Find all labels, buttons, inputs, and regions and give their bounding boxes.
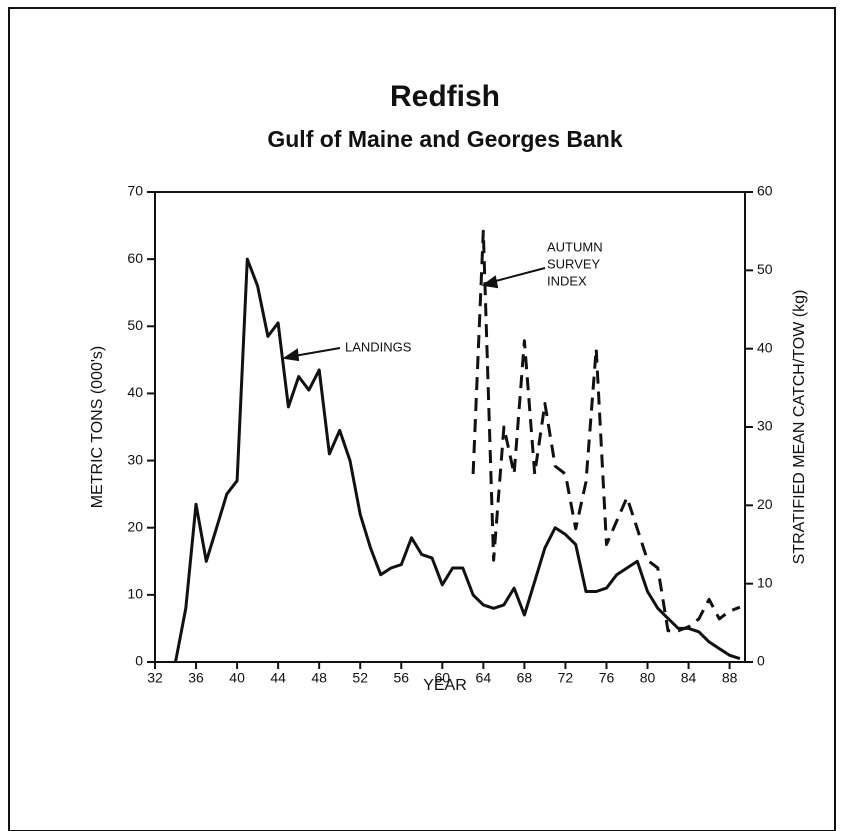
x-tick-label: 52 xyxy=(352,670,368,686)
x-tick-label: 84 xyxy=(681,670,697,686)
y-tick-label: 60 xyxy=(127,250,143,266)
y2-tick-label: 50 xyxy=(757,261,773,277)
x-tick-label: 40 xyxy=(229,670,245,686)
y2-tick-label: 40 xyxy=(757,339,773,355)
y2-tick-label: 20 xyxy=(757,496,773,512)
plot-frame xyxy=(154,191,746,663)
x-tick-label: 48 xyxy=(311,670,327,686)
x-tick-label: 64 xyxy=(476,670,492,686)
y2-tick-label: 30 xyxy=(757,418,773,434)
series-line xyxy=(174,257,741,663)
chart-subtitle: Gulf of Maine and Georges Bank xyxy=(267,126,622,152)
y2-tick-label: 60 xyxy=(757,183,773,199)
chart-title: Redfish xyxy=(390,80,500,113)
x-tick-label: 76 xyxy=(599,670,615,686)
series-line xyxy=(471,229,741,633)
arrow-line xyxy=(491,267,546,283)
y-tick-label: 50 xyxy=(127,317,143,333)
x-tick-label: 56 xyxy=(393,670,409,686)
y2-tick-label: 0 xyxy=(757,653,765,669)
y-tick-label: 40 xyxy=(127,384,143,400)
y-tick-label: 10 xyxy=(127,586,143,602)
annotation: LANDINGS xyxy=(345,339,412,354)
arrow-head xyxy=(481,275,499,289)
annotation: INDEX xyxy=(547,273,587,288)
x-tick-label: 68 xyxy=(517,670,533,686)
x-tick-label: 36 xyxy=(188,670,204,686)
x-axis-label: YEAR xyxy=(423,677,467,694)
x-tick-label: 80 xyxy=(640,670,656,686)
annotation-arrows xyxy=(282,267,546,362)
x-tick-label: 88 xyxy=(722,670,738,686)
y-tick-label: 20 xyxy=(127,518,143,534)
arrow-line xyxy=(293,347,341,357)
y2-tick-label: 10 xyxy=(757,574,773,590)
annotation: AUTUMN xyxy=(547,239,603,254)
x-tick-label: 32 xyxy=(147,670,163,686)
arrow-head xyxy=(282,348,300,362)
y-axis-label: METRIC TONS (000's) xyxy=(89,346,106,509)
x-tick-label: 60 xyxy=(435,670,451,686)
frame xyxy=(8,7,836,831)
y-tick-label: 30 xyxy=(127,451,143,467)
y-tick-label: 0 xyxy=(135,653,143,669)
annotation: SURVEY xyxy=(547,256,601,271)
x-tick-label: 44 xyxy=(270,670,286,686)
y-tick-label: 70 xyxy=(127,183,143,199)
x-tick-label: 72 xyxy=(558,670,574,686)
y2-axis-label: STRATIFIED MEAN CATCH/TOW (kg) xyxy=(791,290,808,565)
